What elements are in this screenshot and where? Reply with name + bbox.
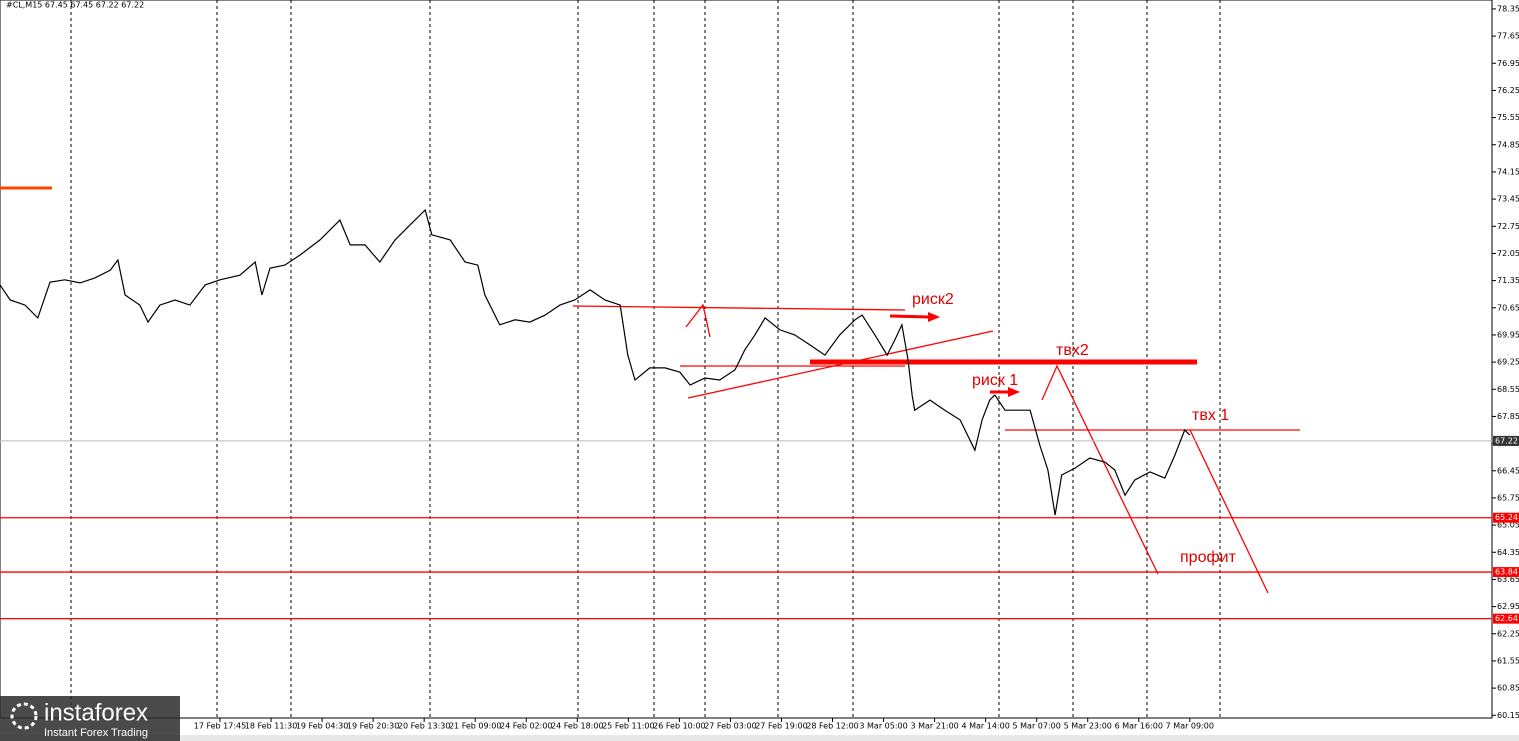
x-tick-label: 27 Feb 19:00: [755, 722, 807, 731]
y-tick-label: 63.65: [1497, 575, 1519, 584]
y-tick-label: 65.05: [1497, 521, 1519, 530]
y-tick-label: 62.95: [1497, 602, 1519, 611]
y-tick-label: 69.95: [1497, 330, 1519, 339]
y-tick-label: 69.25: [1497, 358, 1519, 367]
current-price-box: [1493, 435, 1519, 446]
y-tick-label: 61.55: [1497, 656, 1519, 665]
chart-title: #CL,M15 67.45 67.45 67.22 67.22: [6, 1, 144, 10]
x-tick-label: 17 Feb 17:45: [194, 722, 246, 731]
y-tick-label: 65.75: [1497, 493, 1519, 502]
price-level-box: [1493, 567, 1519, 578]
y-tick-label: 74.15: [1497, 167, 1519, 176]
y-tick-label: 72.05: [1497, 249, 1519, 258]
trend-line: [572, 305, 906, 311]
price-level-label: 62.64: [1495, 614, 1518, 623]
logo-tagline: Instant Forex Trading: [44, 727, 148, 739]
x-tick-label: 18 Feb 11:30: [245, 722, 297, 731]
arrow-head: [928, 312, 940, 322]
annotation: твх 1: [1192, 407, 1229, 424]
trend-line: [1189, 429, 1269, 594]
logo-background: [0, 696, 180, 741]
y-tick-label: 66.45: [1497, 466, 1519, 475]
x-tick-label: 19 Feb 20:30: [347, 722, 399, 731]
x-tick-label: 21 Feb 09:00: [449, 722, 501, 731]
x-tick-label: 26 Feb 10:00: [653, 722, 705, 731]
x-tick-label: 6 Mar 16:00: [1115, 722, 1163, 731]
arrow-head: [1008, 387, 1020, 397]
x-tick-label: 25 Feb 11:00: [602, 722, 654, 731]
y-tick-label: 68.55: [1497, 385, 1519, 394]
y-tick-label: 76.95: [1497, 59, 1519, 68]
y-tick-label: 70.65: [1497, 303, 1519, 312]
y-tick-label: 73.45: [1497, 195, 1519, 204]
y-tick-label: 71.35: [1497, 276, 1519, 285]
y-tick-label: 78.35: [1497, 4, 1519, 13]
trend-line: [685, 303, 711, 338]
annotation: риск 1: [972, 372, 1018, 389]
x-tick-label: 27 Feb 03:00: [704, 722, 756, 731]
x-tick-label: 24 Feb 18:00: [551, 722, 603, 731]
y-tick-label: 74.85: [1497, 140, 1519, 149]
x-tick-label: 28 Feb 12:00: [806, 722, 858, 731]
y-tick-label: 67.85: [1497, 412, 1519, 421]
x-tick-label: 19 Feb 04:30: [296, 722, 348, 731]
arrow: [889, 314, 931, 319]
logo-name: instaforex: [44, 699, 148, 726]
x-tick-label: 24 Feb 02:00: [500, 722, 552, 731]
x-tick-label: 4 Mar 14:00: [961, 722, 1009, 731]
x-tick-label: 5 Mar 23:00: [1064, 722, 1112, 731]
y-tick-label: 76.25: [1497, 86, 1519, 95]
x-tick-label: 5 Mar 07:00: [1013, 722, 1061, 731]
drawings: [572, 303, 1300, 594]
y-tick-label: 77.65: [1497, 32, 1519, 41]
current-price-label: 67.22: [1495, 436, 1518, 445]
price-level-box: [1493, 613, 1519, 624]
y-tick-label: 60.15: [1497, 711, 1519, 720]
x-tick-label: 20 Feb 13:30: [398, 722, 450, 731]
x-tick-label: 7 Mar 09:00: [1166, 722, 1214, 731]
x-tick-label: 3 Mar 21:00: [910, 722, 958, 731]
y-tick-label: 62.25: [1497, 629, 1519, 638]
price-level-box: [1493, 512, 1519, 523]
y-tick-label: 60.85: [1497, 684, 1519, 693]
annotation: твх2: [1056, 342, 1089, 359]
price-level-label: 63.84: [1495, 568, 1518, 577]
trend-line: [1041, 364, 1159, 575]
y-tick-label: 64.35: [1497, 548, 1519, 557]
price-level-label: 65.24: [1495, 513, 1518, 522]
logo: instaforex Instant Forex Trading: [0, 696, 180, 741]
tab-bar: [0, 735, 1519, 741]
price-line: [0, 208, 1191, 516]
annotation: риск2: [912, 291, 954, 308]
annotation: профит: [1180, 549, 1237, 566]
x-tick-label: 3 Mar 05:00: [859, 722, 907, 731]
y-tick-label: 75.55: [1497, 113, 1519, 122]
plot-area: [0, 0, 1493, 719]
logo-icon: [10, 702, 38, 730]
y-tick-label: 72.75: [1497, 222, 1519, 231]
